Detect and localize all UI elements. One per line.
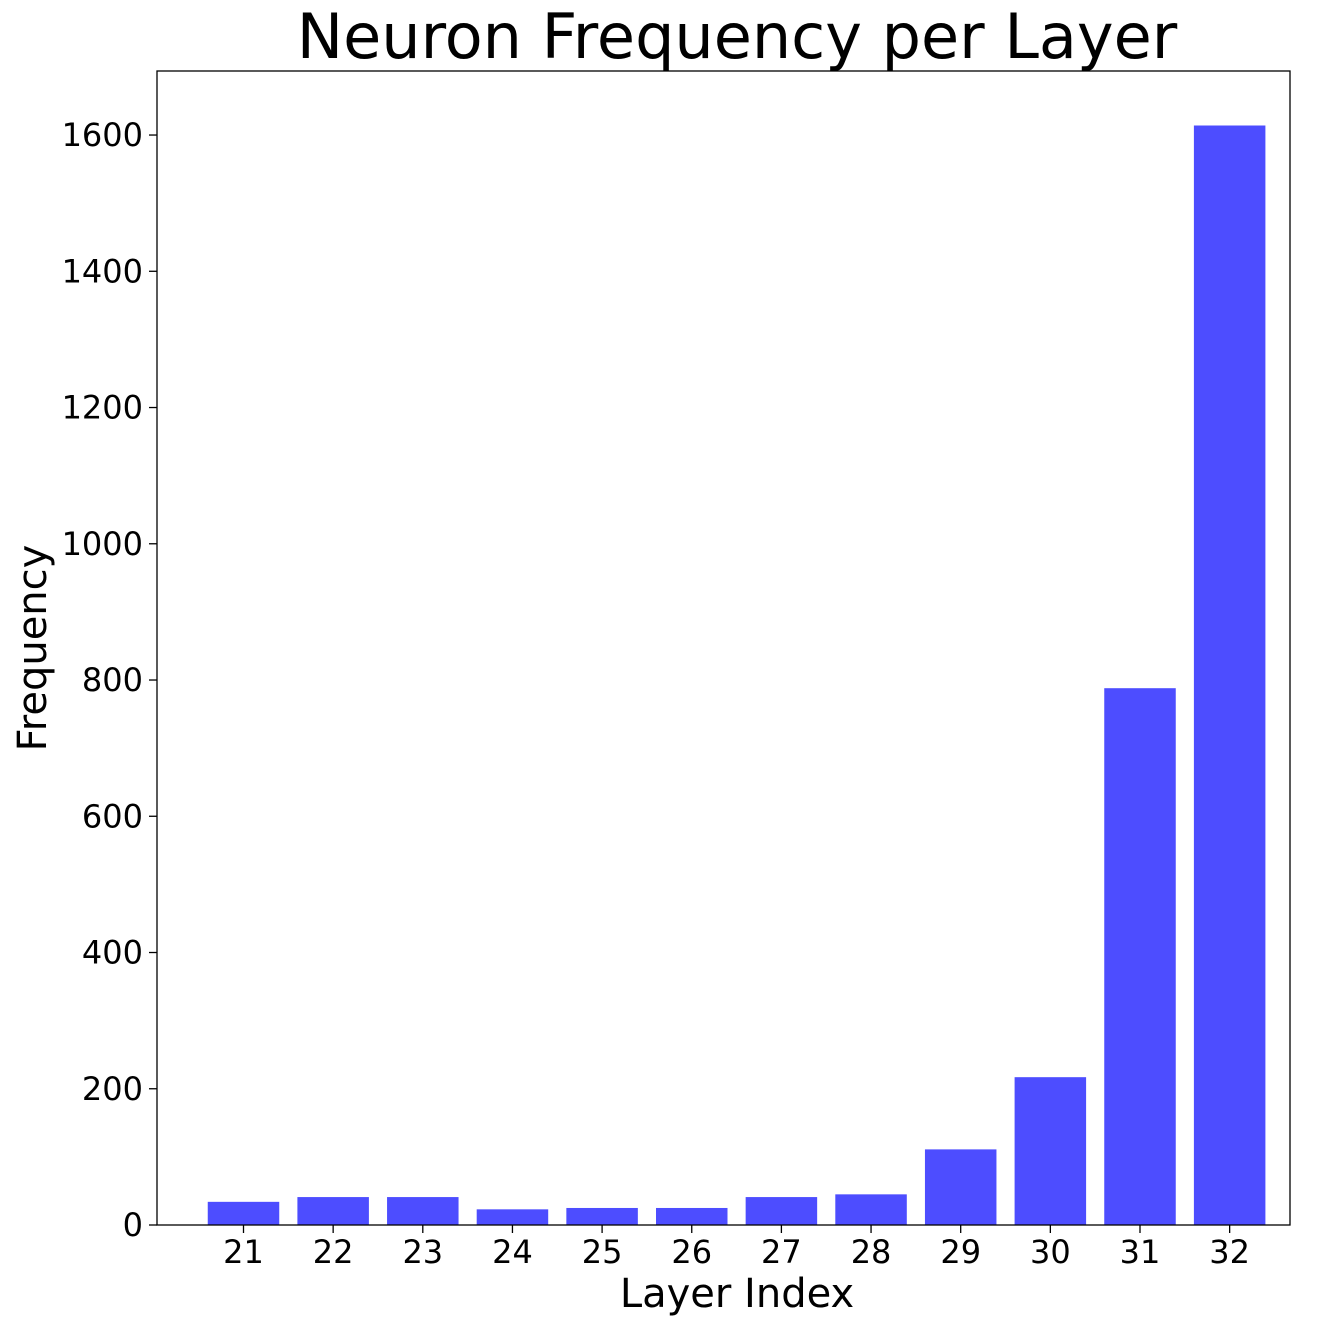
x-tick-label: 24 <box>492 1233 533 1271</box>
x-axis-ticks: 21 22 23 24 25 26 27 28 29 30 31 32 <box>223 1225 1250 1271</box>
y-tick-label: 0 <box>123 1206 143 1244</box>
bar-layer-26 <box>656 1207 728 1225</box>
x-axis-label: Layer Index <box>620 1271 854 1317</box>
bar-layer-29 <box>924 1149 997 1225</box>
chart-title: Neuron Frequency per Layer <box>297 0 1178 73</box>
x-tick-label: 32 <box>1209 1233 1250 1271</box>
x-tick-label: 29 <box>940 1233 981 1271</box>
x-tick-label: 31 <box>1120 1233 1161 1271</box>
bar-layer-32 <box>1193 125 1266 1225</box>
x-tick-label: 26 <box>671 1233 712 1271</box>
y-axis-ticks: 0 200 400 600 800 1000 1200 1400 1600 <box>62 116 157 1244</box>
x-tick-label: 27 <box>761 1233 802 1271</box>
y-tick-label: 600 <box>82 797 143 835</box>
x-tick-label: 25 <box>582 1233 623 1271</box>
bars-group <box>207 125 1266 1225</box>
y-tick-label: 200 <box>82 1070 143 1108</box>
x-tick-label: 23 <box>402 1233 443 1271</box>
bar-layer-27 <box>745 1197 818 1225</box>
y-tick-label: 1000 <box>62 525 143 563</box>
bar-layer-23 <box>387 1197 459 1225</box>
bar-layer-31 <box>1104 688 1176 1225</box>
x-tick-label: 28 <box>851 1233 892 1271</box>
bar-layer-30 <box>1014 1077 1087 1225</box>
plot-frame <box>156 70 1291 1226</box>
bar-layer-22 <box>297 1197 369 1225</box>
bar-layer-21 <box>207 1201 280 1225</box>
y-tick-label: 1400 <box>62 252 143 290</box>
bar-layer-24 <box>476 1209 549 1225</box>
x-tick-label: 30 <box>1030 1233 1071 1271</box>
x-tick-label: 21 <box>223 1233 264 1271</box>
y-axis-label: Frequency <box>10 545 56 752</box>
bar-layer-28 <box>835 1194 907 1225</box>
y-tick-label: 1200 <box>62 389 143 427</box>
y-tick-label: 400 <box>82 934 143 972</box>
y-tick-label: 800 <box>82 661 143 699</box>
x-tick-label: 22 <box>313 1233 354 1271</box>
bar-layer-25 <box>566 1207 638 1225</box>
y-tick-label: 1600 <box>62 116 143 154</box>
